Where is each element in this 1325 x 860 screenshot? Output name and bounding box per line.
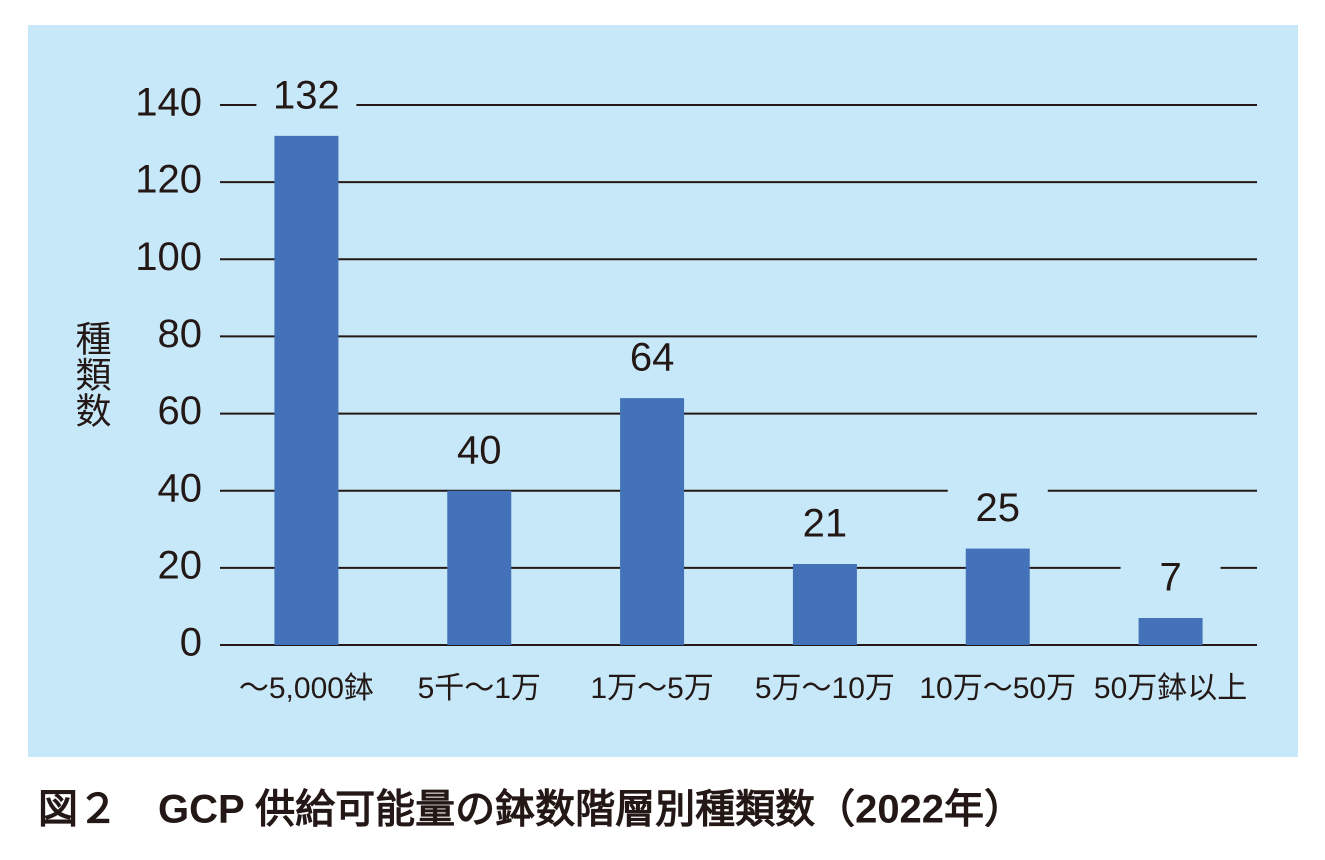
bar: [965, 548, 1030, 645]
value-label: 64: [630, 336, 675, 380]
x-tick-label: ～5,000鉢: [239, 672, 374, 705]
bar: [274, 135, 339, 645]
y-tick-label: 60: [158, 389, 203, 433]
value-label-bg: [1120, 558, 1221, 602]
value-label: 40: [457, 428, 502, 472]
value-label: 25: [976, 486, 1021, 530]
value-label: 7: [1159, 556, 1181, 600]
value-label: 21: [803, 502, 848, 546]
y-tick-label: 120: [135, 158, 202, 202]
value-label-bg: [602, 338, 703, 383]
y-tick-label: 100: [135, 235, 202, 279]
y-axis-label: 種類数: [70, 320, 111, 428]
value-label-bg: [429, 430, 530, 475]
y-tick-label: 0: [180, 621, 202, 665]
value-label-bg: [256, 75, 357, 120]
chart-title: 図２ GCP 供給可能量の鉢数階層別種類数（2022年）: [38, 788, 1024, 832]
y-tick-label: 140: [135, 81, 202, 125]
x-tick-label: 1万～5万: [590, 672, 713, 705]
bar: [447, 490, 512, 645]
y-tick-label: 80: [158, 312, 203, 356]
y-tick-label: 40: [158, 466, 203, 510]
x-tick-label: 10万～50万: [919, 672, 1076, 705]
x-tick-label: 5千～1万: [418, 672, 541, 705]
value-label-bg: [947, 488, 1048, 533]
chart-panel: [28, 25, 1298, 757]
value-label: 132: [273, 73, 340, 117]
bar: [792, 564, 857, 645]
x-tick-label: 5万～10万: [755, 672, 895, 705]
x-tick-label: 50万鉢以上: [1094, 672, 1247, 705]
bar: [1138, 618, 1203, 645]
value-label-bg: [774, 504, 875, 548]
y-tick-label: 20: [158, 543, 203, 587]
bar: [620, 398, 685, 645]
